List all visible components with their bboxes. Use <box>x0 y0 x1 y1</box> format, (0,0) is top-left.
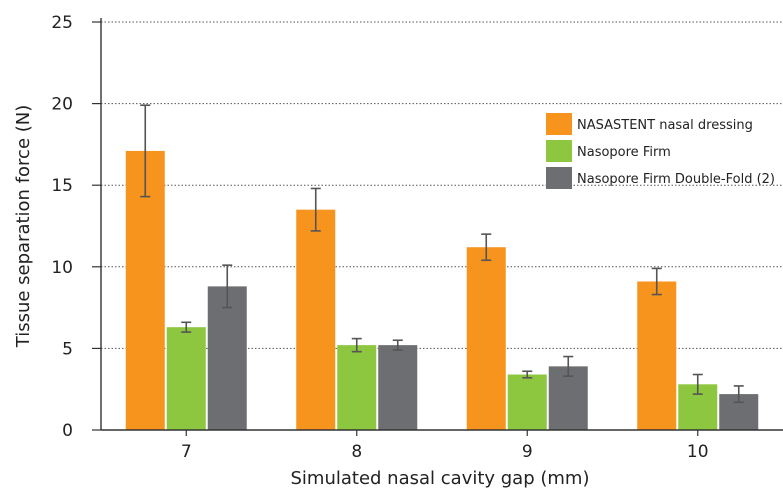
y-axis-label: Tissue separation force (N) <box>13 105 34 349</box>
bars <box>125 150 759 431</box>
axes <box>92 18 783 436</box>
y-tick-label: 10 <box>51 258 73 278</box>
legend: NASASTENT nasal dressing Nasopore Firm Nas… <box>546 113 775 189</box>
legend-swatch <box>546 140 572 162</box>
bar <box>548 366 588 430</box>
legend-label: Nasopore Firm <box>577 145 671 160</box>
error-bars <box>140 104 744 404</box>
bar <box>125 150 165 431</box>
bar <box>296 209 336 430</box>
legend-label: NASASTENT nasal dressing <box>577 118 753 133</box>
bar <box>207 286 247 430</box>
bar <box>166 327 206 430</box>
y-tick-label: 0 <box>62 421 73 441</box>
y-tick-label: 25 <box>51 13 73 33</box>
legend-label: Nasopore Firm Double-Fold (2) <box>577 172 775 187</box>
x-tick-labels: 7 8 9 10 <box>181 442 709 462</box>
y-tick-label: 15 <box>51 176 73 196</box>
y-tick-labels: 0 5 10 15 20 25 <box>51 13 73 441</box>
x-tick-label: 10 <box>687 442 709 462</box>
bar <box>507 374 547 430</box>
bar <box>337 345 377 430</box>
y-tick-label: 5 <box>62 339 73 359</box>
bar <box>637 281 677 430</box>
x-tick-label: 8 <box>351 442 362 462</box>
y-tick-label: 20 <box>51 95 73 115</box>
legend-swatch <box>546 167 572 189</box>
x-axis-label: Simulated nasal cavity gap (mm) <box>291 468 590 489</box>
legend-swatch <box>546 113 572 135</box>
bar <box>378 345 418 430</box>
x-tick-label: 9 <box>522 442 533 462</box>
bar <box>466 247 506 430</box>
x-tick-label: 7 <box>181 442 192 462</box>
